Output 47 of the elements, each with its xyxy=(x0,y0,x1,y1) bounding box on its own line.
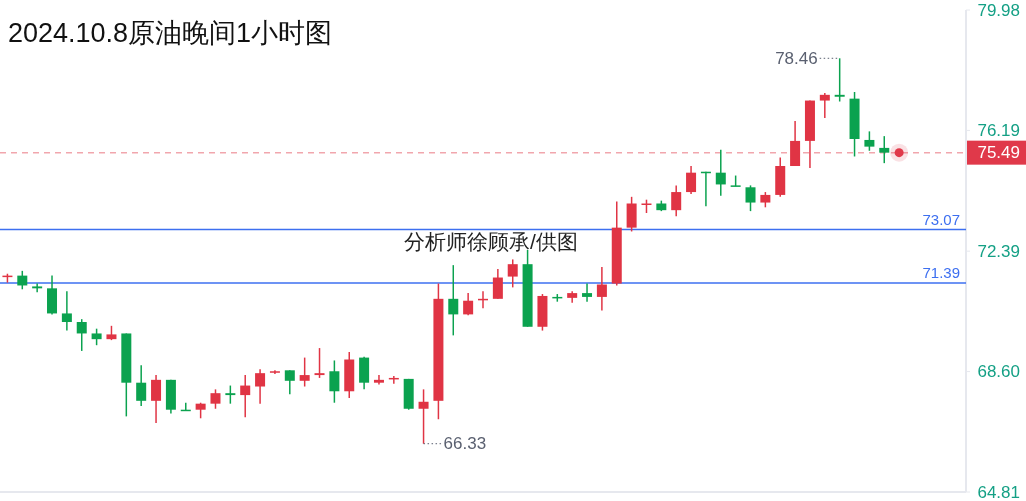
candlestick xyxy=(582,282,593,303)
candlestick xyxy=(418,388,429,445)
candlestick xyxy=(596,266,607,312)
ref-line-label: 71.39 xyxy=(922,263,960,281)
y-tick-label: 79.98 xyxy=(977,0,1020,20)
annotation: 78.46 xyxy=(775,48,841,68)
candlestick xyxy=(299,356,310,388)
candlestick xyxy=(76,318,87,352)
annotation: 分析师徐顾承/供图 xyxy=(404,230,578,253)
candlestick xyxy=(61,290,72,332)
annotation: 66.33 xyxy=(423,434,487,454)
ref-line-label: 75.49 xyxy=(977,143,1020,163)
candlestick xyxy=(745,184,756,212)
candlestick xyxy=(373,374,384,386)
candlestick xyxy=(210,388,221,410)
ref-line: 71.39 xyxy=(0,263,967,284)
candlestick xyxy=(284,369,295,395)
y-tick-label: 64.81 xyxy=(977,482,1020,501)
candlestick xyxy=(819,92,830,119)
candlestick xyxy=(448,264,459,337)
candlestick xyxy=(864,130,875,152)
candlestick xyxy=(329,359,340,404)
y-tick-label: 72.39 xyxy=(977,241,1020,261)
ref-line: 73.07 xyxy=(0,210,967,231)
candlestick xyxy=(834,57,845,103)
candlestick xyxy=(151,374,162,424)
annotation: 66.33 xyxy=(443,434,487,454)
annotation: 78.46 xyxy=(775,48,818,68)
candlestick xyxy=(225,384,236,405)
candlestick xyxy=(492,268,503,300)
candlestick xyxy=(240,374,251,419)
candlestick xyxy=(32,282,43,293)
candlestick xyxy=(879,135,890,164)
candlestick xyxy=(314,347,325,379)
y-tick-label: 68.60 xyxy=(977,362,1020,382)
candlestick xyxy=(686,165,697,195)
candlestick xyxy=(507,258,518,289)
ref-line: 75.49 xyxy=(0,140,1026,165)
chart-title: 2024.10.8原油晚间1小时图 xyxy=(8,18,333,48)
y-tick-label: 76.19 xyxy=(977,120,1020,140)
candlestick xyxy=(17,270,28,291)
candlestick xyxy=(463,292,474,317)
candlestick xyxy=(136,364,147,407)
candlestick xyxy=(671,184,682,217)
candlestick xyxy=(255,368,266,405)
ref-line-label: 73.07 xyxy=(922,210,960,228)
candlestick xyxy=(715,149,726,197)
